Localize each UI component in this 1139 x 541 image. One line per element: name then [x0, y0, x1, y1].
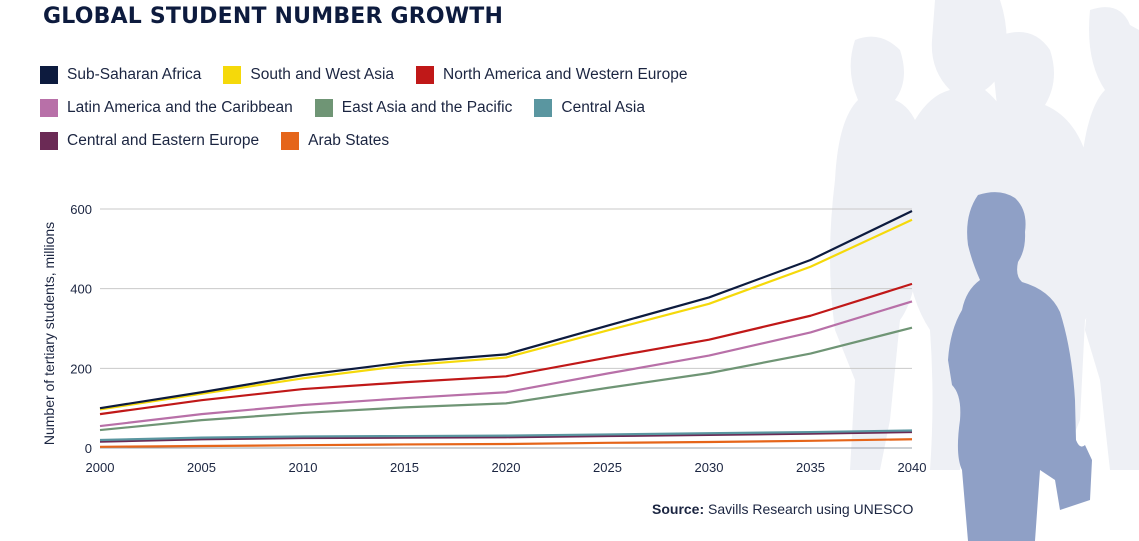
legend-swatch — [40, 65, 58, 84]
legend-item: South and West Asia — [223, 65, 395, 84]
x-tick-label: 2025 — [593, 460, 622, 475]
legend-swatch — [314, 98, 333, 117]
source-text: Savills Research using UNESCO — [708, 501, 914, 517]
series-line — [99, 429, 913, 442]
chart-legend: Sub-Saharan Africa South and West Asia Nor… — [40, 58, 820, 157]
legend-item: Central and Eastern Europe — [40, 131, 260, 150]
legend-label: North America and Western Europe — [443, 65, 688, 83]
legend-label: South and West Asia — [250, 65, 395, 83]
x-tick-label: 2005 — [187, 460, 216, 475]
legend-label: Central Asia — [561, 98, 645, 116]
legend-swatch — [534, 98, 553, 117]
legend-swatch — [416, 65, 435, 84]
source-label: Source: — [652, 501, 705, 517]
x-tick-label: 2040 — [898, 460, 927, 475]
y-tick-label: 400 — [70, 282, 92, 297]
legend-swatch — [40, 131, 58, 150]
series-line — [99, 210, 913, 410]
series-line — [99, 300, 913, 428]
y-tick-label: 600 — [70, 202, 92, 217]
legend-item: Central Asia — [534, 98, 645, 117]
legend-label: Latin America and the Caribbean — [67, 98, 293, 116]
x-tick-label: 2000 — [86, 460, 115, 475]
x-tick-label: 2030 — [695, 460, 724, 475]
x-tick-label: 2010 — [289, 460, 318, 475]
legend-item: North America and Western Europe — [416, 65, 688, 84]
legend-label: Sub-Saharan Africa — [67, 65, 202, 83]
legend-label: Arab States — [308, 131, 390, 149]
series-line — [99, 218, 913, 411]
legend-row: Sub-Saharan Africa South and West Asia Nor… — [40, 58, 820, 91]
y-axis-label: Number of tertiary students, millions — [41, 222, 57, 445]
x-tick-label: 2035 — [796, 460, 825, 475]
series-line — [99, 430, 913, 443]
legend-label: Central and Eastern Europe — [67, 131, 260, 149]
legend-item: Latin America and the Caribbean — [40, 98, 293, 117]
legend-row: Central and Eastern Europe Arab States — [40, 124, 820, 157]
series-line — [99, 282, 913, 416]
series-line — [99, 438, 913, 448]
y-tick-label: 0 — [85, 441, 92, 456]
x-tick-label: 2020 — [492, 460, 521, 475]
legend-label: East Asia and the Pacific — [341, 98, 513, 116]
legend-swatch — [40, 98, 58, 117]
legend-item: Sub-Saharan Africa — [40, 65, 202, 84]
y-tick-label: 200 — [70, 361, 92, 376]
source-note: Source: Savills Research using UNESCO — [652, 501, 913, 517]
chart-title: GLOBAL STUDENT NUMBER GROWTH — [43, 4, 504, 29]
series-line — [99, 326, 913, 432]
legend-swatch — [281, 131, 300, 150]
legend-swatch — [223, 65, 242, 84]
legend-row: Latin America and the Caribbean East Asia… — [40, 91, 820, 124]
legend-item: East Asia and the Pacific — [314, 98, 513, 117]
legend-item: Arab States — [281, 131, 390, 150]
x-tick-label: 2015 — [390, 460, 419, 475]
